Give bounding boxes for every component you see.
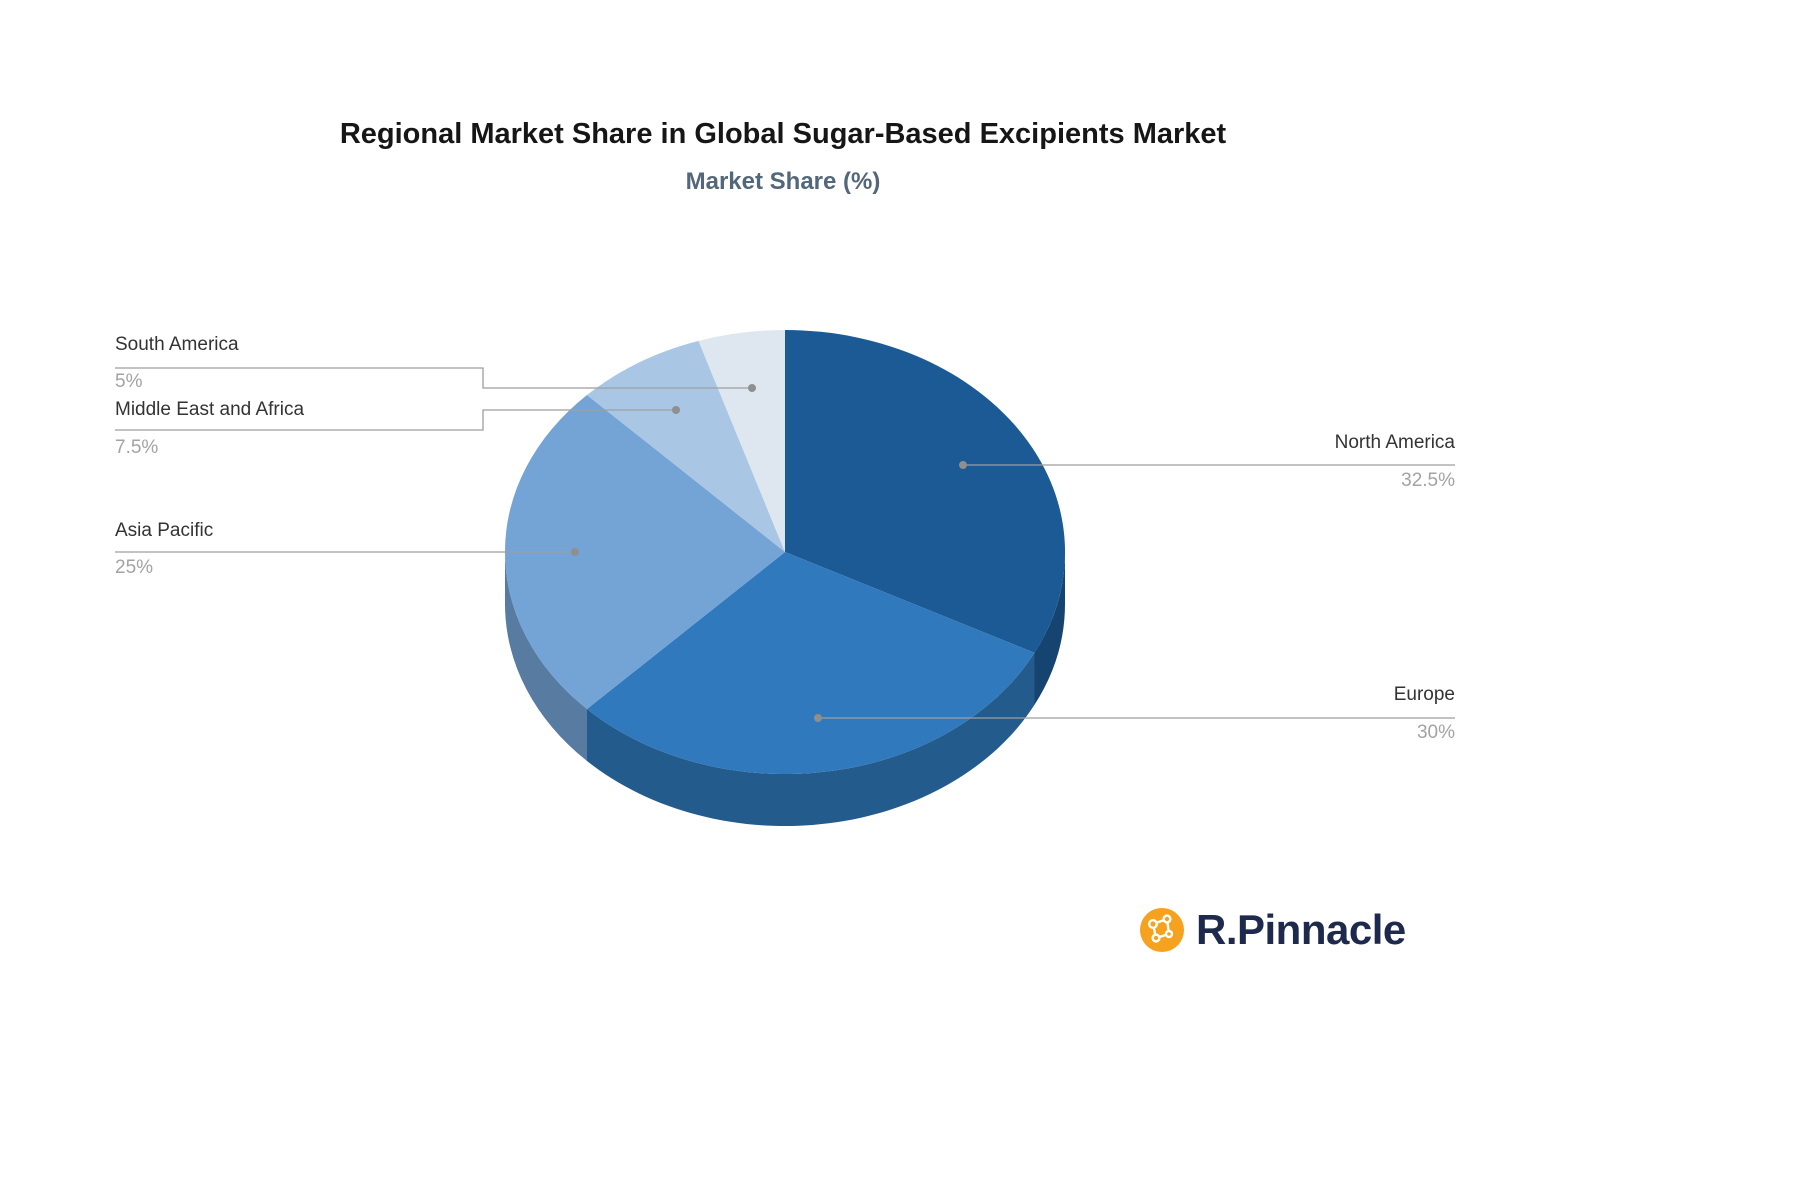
leader-middle-east-and-africa <box>115 409 676 431</box>
slice-pct-asia-pacific: 25% <box>115 557 154 578</box>
slice-label-asia-pacific: Asia Pacific <box>115 520 214 541</box>
pie-slice-south-america <box>698 330 785 552</box>
pie-slice-asia-pacific <box>504 395 785 709</box>
slice-pct-south-america: 5% <box>115 371 143 392</box>
brand-logo: R.Pinnacle <box>1138 906 1406 954</box>
leader-dot-europe <box>814 714 822 722</box>
slice-label-middle-east-and-africa: Middle East and Africa <box>115 399 305 420</box>
leader-lines <box>115 367 1455 719</box>
leader-south-america <box>115 367 752 389</box>
pie-slice-middle-east-and-africa <box>587 340 785 552</box>
leader-dots <box>571 384 967 722</box>
leader-dot-asia-pacific <box>571 548 579 556</box>
leader-dot-north-america <box>959 461 967 469</box>
page-title: Regional Market Share in Global Sugar-Ba… <box>339 118 1227 150</box>
network-nodes-icon <box>1140 908 1184 952</box>
brand-logo-text: R.Pinnacle <box>1196 906 1406 953</box>
slice-label-europe: Europe <box>1393 684 1455 705</box>
pie-slice-side-europe <box>587 652 1035 827</box>
slice-label-north-america: North America <box>1334 432 1455 453</box>
slice-pct-north-america: 32.5% <box>1401 470 1455 491</box>
leader-dot-middle-east-and-africa <box>672 406 680 414</box>
pie-slice-side-north-america <box>1034 552 1065 705</box>
slice-pct-middle-east-and-africa: 7.5% <box>115 437 159 458</box>
pie-slice-side-asia-pacific <box>505 552 587 761</box>
pie-chart <box>504 330 1066 827</box>
pie-slice-north-america <box>785 330 1066 653</box>
slice-label-south-america: South America <box>115 334 239 355</box>
leader-dot-south-america <box>748 384 756 392</box>
slice-pct-europe: 30% <box>1416 722 1455 743</box>
chart-subtitle: Market Share (%) <box>685 168 881 195</box>
